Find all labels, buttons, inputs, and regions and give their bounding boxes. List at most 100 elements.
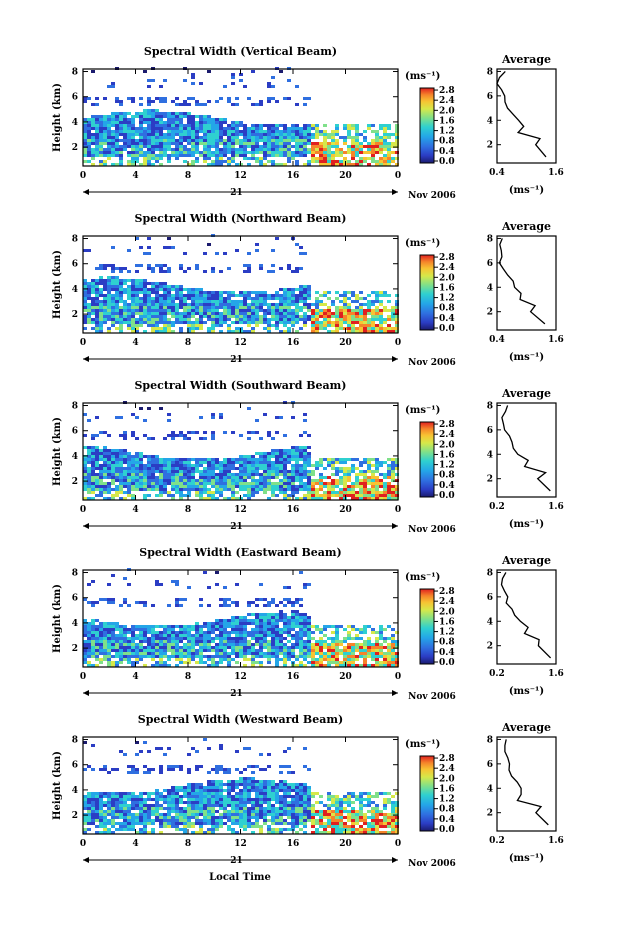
y-axis-label: Height (km)	[52, 83, 63, 152]
avg-profile-line	[496, 70, 547, 158]
y-tick-label: 2	[72, 811, 78, 821]
x-tick-label: 8	[185, 839, 191, 849]
y-axis-label: Height (km)	[52, 751, 63, 820]
panel-title: Spectral Width (Westward Beam)	[138, 713, 343, 726]
colorbar-tick-label: 0.0	[439, 825, 455, 835]
y-axis-label: Height (km)	[52, 584, 63, 653]
panel-4: Spectral Width (Eastward Beam) 2 4 6 8 0 4 8 12 1…	[52, 546, 564, 702]
avg-unit: (ms⁻¹)	[509, 352, 544, 363]
colorbar-tick-label: 0.0	[439, 324, 455, 334]
x-tick-label: 8	[185, 505, 191, 515]
x-tick-label: 0	[80, 338, 86, 348]
colorbar-tick-label: 2.8	[439, 86, 455, 96]
x-tick-label: 16	[287, 171, 300, 181]
panel-title: Spectral Width (Eastward Beam)	[139, 546, 341, 559]
x-tick-label: 4	[132, 171, 138, 181]
avg-y-tick-label: 2	[487, 809, 493, 819]
avg-title: Average	[501, 554, 551, 567]
y-tick-label: 8	[72, 68, 78, 78]
colorbar-tick-label: 0.8	[439, 471, 455, 481]
y-tick-label: 2	[72, 477, 78, 487]
avg-x-tick-label: 1.6	[548, 335, 564, 345]
y-axis-label: Height (km)	[52, 250, 63, 319]
x-tick-label: 0	[395, 171, 401, 181]
avg-x-tick-label: 1.6	[548, 502, 564, 512]
y-tick-label: 4	[72, 786, 78, 796]
x-tick-label: 16	[287, 672, 300, 682]
colorbar-tick-label: 0.8	[439, 304, 455, 314]
colorbar-tick-label: 0.0	[439, 157, 455, 167]
avg-title: Average	[501, 53, 551, 66]
avg-y-tick-label: 4	[487, 784, 493, 794]
colorbar-tick-label: 1.6	[439, 617, 455, 627]
date-arrow-left	[83, 690, 89, 696]
colorbar-tick-label: 0.8	[439, 638, 455, 648]
colorbar-tick-label: 1.6	[439, 784, 455, 794]
y-tick-label: 8	[72, 235, 78, 245]
date-arrow-right	[392, 189, 398, 195]
y-tick-label: 6	[72, 594, 78, 604]
colorbar	[419, 588, 435, 665]
day-label: 21	[230, 689, 243, 699]
avg-y-tick-label: 8	[487, 568, 493, 578]
colorbar	[419, 254, 435, 331]
date-label: Nov 2006	[408, 859, 456, 869]
x-tick-label: 16	[287, 505, 300, 515]
x-tick-label: 12	[234, 338, 247, 348]
avg-y-tick-label: 2	[487, 642, 493, 652]
avg-y-tick-label: 4	[487, 450, 493, 460]
colorbar-tick-label: 2.0	[439, 774, 455, 784]
avg-y-tick-label: 6	[487, 593, 493, 603]
avg-frame	[496, 68, 557, 164]
colorbar-tick-label: 0.8	[439, 805, 455, 815]
y-tick-label: 4	[72, 619, 78, 629]
avg-profile-line	[498, 238, 546, 325]
colorbar-tick-label: 2.8	[439, 253, 455, 263]
x-tick-label: 20	[339, 171, 352, 181]
x-tick-label: 4	[132, 338, 138, 348]
y-tick-label: 4	[72, 285, 78, 295]
avg-x-tick-label: 0.4	[489, 335, 505, 345]
colorbar-tick-label: 2.4	[439, 764, 455, 774]
y-tick-label: 2	[72, 644, 78, 654]
colorbar-tick-label: 1.2	[439, 461, 455, 471]
x-tick-label: 20	[339, 672, 352, 682]
avg-x-tick-label: 1.6	[548, 836, 564, 846]
avg-frame	[496, 736, 557, 832]
colorbar-tick-label: 2.4	[439, 263, 455, 273]
colorbar-tick-label: 2.0	[439, 607, 455, 617]
y-axis-label: Height (km)	[52, 417, 63, 486]
avg-y-tick-label: 2	[487, 141, 493, 151]
avg-y-tick-label: 2	[487, 475, 493, 485]
x-tick-label: 20	[339, 839, 352, 849]
colorbar-tick-label: 0.0	[439, 491, 455, 501]
avg-y-tick-label: 8	[487, 401, 493, 411]
y-tick-label: 6	[72, 427, 78, 437]
date-arrow-right	[392, 523, 398, 529]
x-tick-label: 12	[234, 171, 247, 181]
avg-y-tick-label: 6	[487, 760, 493, 770]
y-tick-label: 2	[72, 310, 78, 320]
x-axis-label: Local Time	[209, 872, 271, 883]
y-tick-label: 2	[72, 143, 78, 153]
colorbar-tick-label: 1.2	[439, 795, 455, 805]
avg-y-tick-label: 4	[487, 617, 493, 627]
date-arrow-left	[83, 857, 89, 863]
date-label: Nov 2006	[408, 358, 456, 368]
colorbar-tick-label: 2.4	[439, 597, 455, 607]
date-label: Nov 2006	[408, 191, 456, 201]
colorbar-tick-label: 2.8	[439, 420, 455, 430]
x-tick-label: 16	[287, 338, 300, 348]
colorbar-tick-label: 1.2	[439, 628, 455, 638]
colorbar-unit: (ms⁻¹)	[405, 572, 440, 583]
avg-y-tick-label: 4	[487, 283, 493, 293]
colorbar-unit: (ms⁻¹)	[405, 238, 440, 249]
y-tick-label: 8	[72, 736, 78, 746]
colorbar	[419, 421, 435, 498]
avg-frame	[496, 235, 557, 331]
x-tick-label: 0	[80, 171, 86, 181]
panel-3: Spectral Width (Southward Beam) 2 4 6 8 0 4 8 12…	[52, 379, 564, 535]
colorbar-tick-label: 0.4	[439, 648, 455, 658]
date-arrow-left	[83, 523, 89, 529]
x-tick-label: 0	[395, 505, 401, 515]
